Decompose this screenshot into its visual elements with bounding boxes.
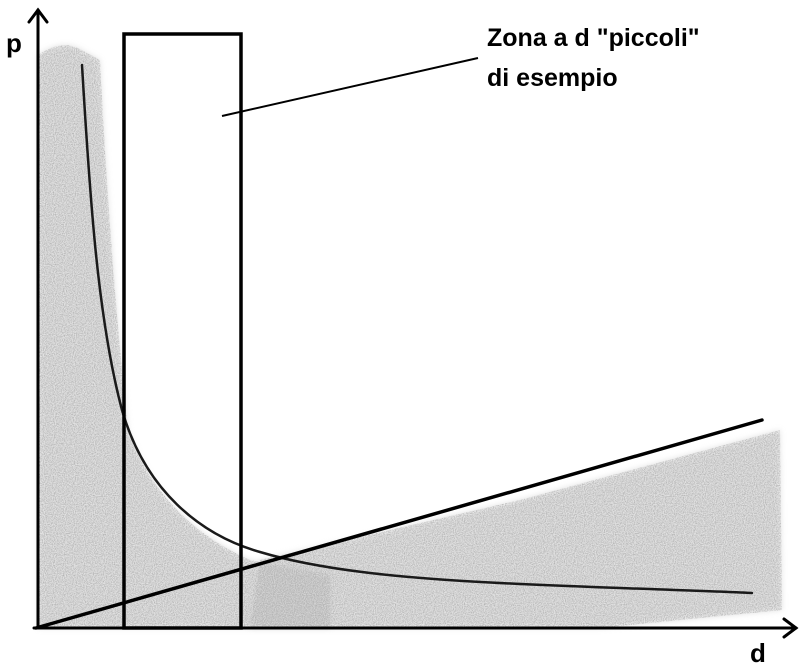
- annotation-line-2: di esempio: [487, 64, 618, 92]
- shade-left-band-grain: [38, 45, 330, 628]
- shaded-region: [38, 45, 782, 628]
- x-axis-label: d: [750, 638, 766, 668]
- annotation-leader-line: [221, 57, 479, 117]
- increasing-line: [34, 418, 764, 630]
- y-axis-label: p: [6, 28, 22, 58]
- small-d-zone-rectangle: [122, 32, 243, 630]
- x-axis-arrowhead: [782, 617, 799, 639]
- annotation-line-1: Zona a d "piccoli": [487, 24, 700, 52]
- y-axis-arrowhead: [27, 7, 49, 24]
- shade-right-wedge-grain: [250, 430, 782, 628]
- decreasing-curve: [80, 63, 754, 595]
